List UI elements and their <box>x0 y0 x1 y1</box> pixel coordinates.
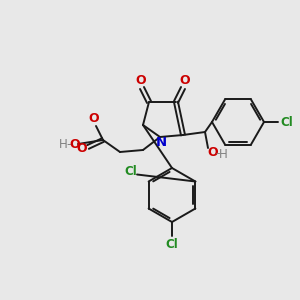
Text: O: O <box>136 74 146 88</box>
Text: O: O <box>180 74 190 88</box>
Text: -: - <box>216 148 220 160</box>
Text: O: O <box>89 112 99 124</box>
Text: Cl: Cl <box>125 165 137 178</box>
Text: -: - <box>67 139 71 152</box>
Text: H: H <box>219 148 227 161</box>
Text: O: O <box>77 142 87 155</box>
Text: H: H <box>58 139 68 152</box>
Text: Cl: Cl <box>280 116 293 128</box>
Text: O: O <box>70 139 80 152</box>
Text: N: N <box>155 136 167 148</box>
Text: O: O <box>208 146 218 160</box>
Text: Cl: Cl <box>166 238 178 251</box>
